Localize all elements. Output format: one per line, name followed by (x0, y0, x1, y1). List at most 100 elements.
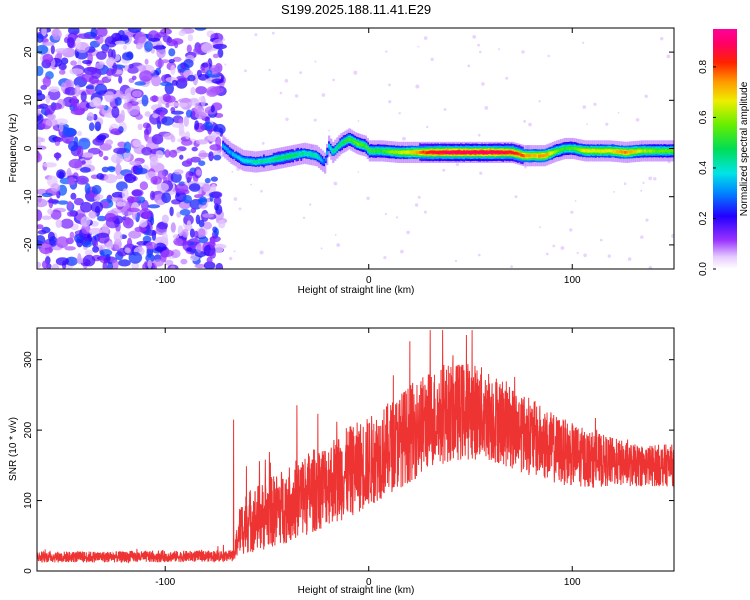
ridge-cell (448, 151, 451, 154)
ridge-cell (534, 154, 537, 157)
noise-blob (126, 207, 141, 213)
ridge-cell (541, 154, 544, 158)
faint-noise-dot (414, 203, 419, 207)
faint-noise-dot (383, 256, 387, 260)
noise-blob (99, 249, 113, 257)
ridge-cell (642, 149, 645, 153)
faint-noise-dot (645, 218, 649, 222)
faint-noise-dot (395, 216, 399, 219)
noise-blob (178, 98, 192, 103)
faint-noise-dot (560, 246, 565, 250)
faint-noise-dot (582, 105, 587, 109)
noise-blob (112, 62, 118, 74)
noise-blob (68, 158, 83, 169)
noise-blob (105, 139, 114, 146)
noise-blob (178, 30, 186, 37)
noise-blob (198, 219, 205, 228)
ridge-cell (389, 150, 392, 154)
faint-noise-dot (285, 117, 289, 122)
ridge-cell (520, 153, 522, 157)
noise-blob (116, 201, 126, 207)
ridge-cell (640, 149, 643, 153)
ridge-level-5 (222, 138, 674, 164)
noise-blob (47, 199, 60, 204)
ridge-cell (424, 151, 426, 154)
ridge-cell (289, 154, 291, 158)
noise-blob (55, 152, 60, 161)
noise-blob (172, 56, 182, 62)
ridge-cell (326, 151, 329, 155)
ridge-cell (583, 149, 586, 153)
noise-blob (155, 59, 165, 68)
colorbar-ticks: 0.0 0.2 0.4 0.6 0.8 (698, 60, 716, 276)
faint-noise-dot (334, 234, 337, 236)
noise-blob (213, 154, 222, 161)
noise-blob (96, 134, 107, 141)
ridge-cell (319, 158, 322, 162)
noise-blob (107, 261, 113, 269)
noise-blob (54, 118, 68, 126)
noise-blob (211, 131, 221, 136)
ridge-cell (311, 153, 314, 157)
faint-noise-dot (366, 196, 370, 200)
ridge-cell (619, 150, 622, 153)
ridge-cell (525, 154, 527, 158)
ridge-cell (337, 144, 340, 148)
noise-blob (37, 109, 41, 116)
noise-blob (93, 97, 102, 107)
ridge-cell (368, 149, 371, 152)
ridge-cell (567, 146, 570, 150)
spectrogram-x-tick-label: 0 (366, 275, 372, 286)
faint-noise-dot (523, 120, 526, 123)
noise-blob (213, 196, 222, 206)
faint-noise-dot (479, 171, 483, 175)
noise-blob (195, 169, 202, 176)
faint-noise-dot (398, 112, 401, 115)
ridge-cell (437, 151, 439, 155)
ridge-cell (407, 150, 410, 154)
faint-noise-dot (299, 71, 302, 74)
noise-blob (49, 236, 58, 247)
faint-noise-dot (415, 84, 420, 89)
noise-blob (94, 121, 102, 132)
faint-noise-dot (423, 210, 427, 214)
faint-noise-dot (644, 94, 648, 98)
ridge-cell (582, 149, 584, 152)
ridge-cell (492, 150, 495, 154)
noise-blob (147, 204, 161, 209)
ridge-cell (518, 152, 521, 156)
faint-noise-dot (442, 168, 446, 172)
ridge-cell (512, 151, 514, 155)
noise-blob (79, 167, 91, 173)
noise-blob (50, 183, 61, 192)
faint-noise-dot (586, 123, 589, 126)
faint-noise-dot (426, 125, 429, 129)
ridge-cell (425, 151, 428, 155)
ridge-cell (547, 152, 550, 156)
ridge-cell (264, 159, 267, 163)
ridge-cell (285, 155, 288, 159)
noise-blob (56, 169, 66, 179)
noise-blob (114, 40, 126, 45)
noise-blob (55, 236, 69, 248)
faint-noise-dot (642, 181, 645, 184)
faint-noise-dot (229, 256, 233, 261)
ridge-cell (310, 153, 312, 157)
colorbar-tick-label: 0.2 (698, 211, 709, 225)
noise-blob (191, 146, 198, 152)
ridge-cell (546, 153, 549, 156)
noise-blob (37, 33, 44, 43)
noise-blob (195, 86, 208, 95)
noise-blob (37, 104, 44, 110)
noise-blob (37, 92, 46, 102)
faint-noise-dot (623, 182, 627, 185)
noise-blob (82, 240, 92, 248)
ridge-cell (349, 138, 352, 141)
ridge-cell (248, 159, 251, 163)
noise-blob (193, 230, 199, 239)
noise-blob (131, 75, 137, 81)
noise-blob (201, 62, 209, 68)
noise-blob (104, 212, 117, 222)
noise-blob (156, 182, 169, 192)
noise-blob (174, 183, 189, 194)
